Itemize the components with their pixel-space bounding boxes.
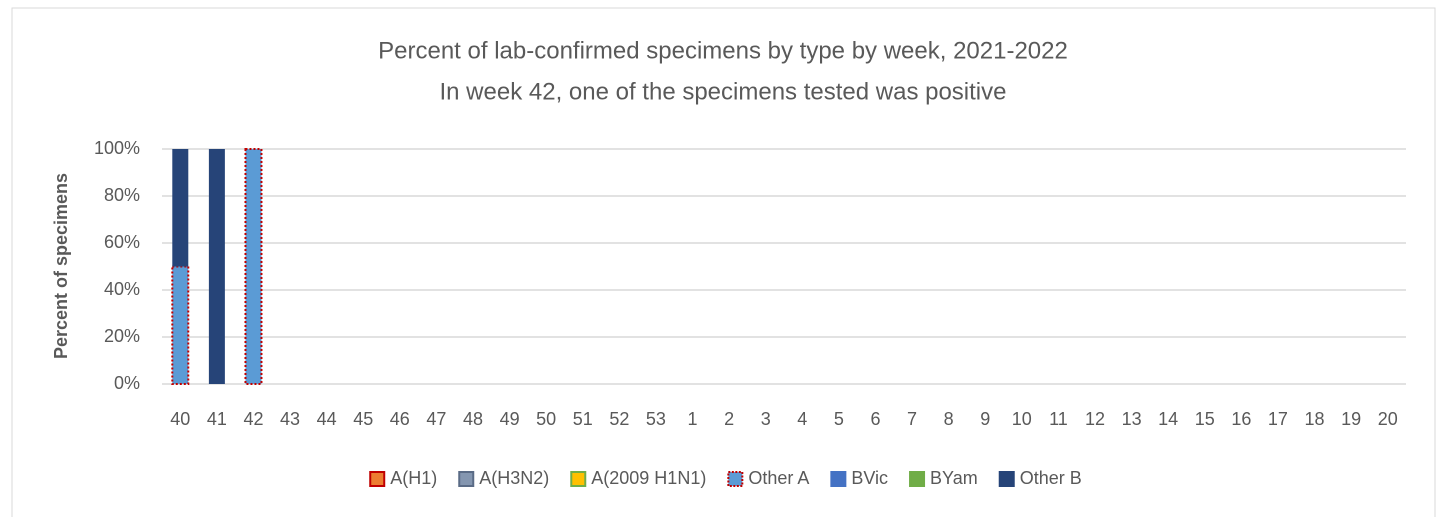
legend-swatch [570, 471, 587, 487]
legend-label: A(H1) [390, 468, 437, 488]
x-tick-label: 45 [353, 409, 373, 429]
legend-item: A(H1) [369, 468, 437, 488]
legend-swatch [458, 471, 475, 487]
x-tick-label: 53 [646, 409, 666, 429]
x-tick-label: 11 [1049, 409, 1068, 429]
bar-segment [244, 148, 263, 385]
legend-label: A(H3N2) [479, 468, 549, 488]
x-tick-label: 40 [170, 409, 190, 429]
legend-swatch [727, 471, 744, 487]
x-tick-label: 46 [390, 409, 410, 429]
x-tick-label: 5 [834, 409, 844, 429]
x-tick-label: 19 [1341, 409, 1361, 429]
x-tick-label: 10 [1012, 409, 1032, 429]
x-tick-label: 44 [317, 409, 337, 429]
x-tick-label: 52 [609, 409, 629, 429]
x-tick-label: 4 [797, 409, 807, 429]
legend-swatch [998, 471, 1015, 487]
legend-item: A(H3N2) [458, 468, 549, 488]
y-tick-label: 0% [114, 373, 140, 393]
x-tick-label: 41 [207, 409, 227, 429]
bar-segment [171, 265, 190, 385]
x-tick-label: 42 [243, 409, 263, 429]
x-tick-label: 20 [1378, 409, 1398, 429]
x-tick-label: 9 [980, 409, 990, 429]
x-tick-label: 50 [536, 409, 556, 429]
x-tick-label: 17 [1268, 409, 1288, 429]
x-tick-label: 47 [426, 409, 446, 429]
x-tick-label: 8 [944, 409, 954, 429]
x-tick-label: 3 [761, 409, 771, 429]
x-tick-label: 14 [1158, 409, 1178, 429]
legend-label: BVic [851, 468, 888, 488]
chart-title: Percent of lab-confirmed specimens by ty… [378, 37, 1068, 64]
legend-swatch [909, 471, 926, 487]
x-tick-label: 12 [1085, 409, 1105, 429]
x-tick-label: 49 [500, 409, 520, 429]
y-tick-label: 40% [104, 279, 140, 299]
legend-swatch [369, 471, 386, 487]
bar-segment [172, 149, 189, 267]
legend-item: BYam [909, 468, 978, 488]
legend-label: Other A [748, 468, 809, 488]
legend-item: BVic [830, 468, 888, 488]
x-tick-label: 6 [870, 409, 880, 429]
x-tick-label: 43 [280, 409, 300, 429]
y-axis-label: Percent of specimens [51, 173, 71, 359]
y-tick-label: 60% [104, 232, 140, 252]
legend-label: Other B [1020, 468, 1082, 488]
legend-item: Other A [727, 468, 809, 488]
legend-item: A(2009 H1N1) [570, 468, 706, 488]
x-tick-label: 18 [1305, 409, 1325, 429]
x-tick-label: 1 [688, 409, 698, 429]
x-tick-label: 16 [1231, 409, 1251, 429]
x-tick-label: 15 [1195, 409, 1215, 429]
x-tick-label: 13 [1122, 409, 1142, 429]
y-tick-label: 100% [94, 138, 140, 158]
chart-subtitle: In week 42, one of the specimens tested … [440, 78, 1007, 105]
legend-swatch [830, 471, 847, 487]
y-tick-label: 20% [104, 326, 140, 346]
legend: A(H1) A(H3N2) A(2009 H1N1) Other A BVic BYam O… [369, 468, 1082, 488]
x-tick-label: 7 [907, 409, 917, 429]
legend-item: Other B [998, 468, 1082, 488]
bar-segment [208, 149, 225, 384]
legend-label: BYam [930, 468, 978, 488]
x-tick-label: 51 [573, 409, 593, 429]
legend-label: A(2009 H1N1) [591, 468, 706, 488]
x-tick-label: 48 [463, 409, 483, 429]
x-tick-label: 2 [724, 409, 734, 429]
y-tick-label: 80% [104, 185, 140, 205]
